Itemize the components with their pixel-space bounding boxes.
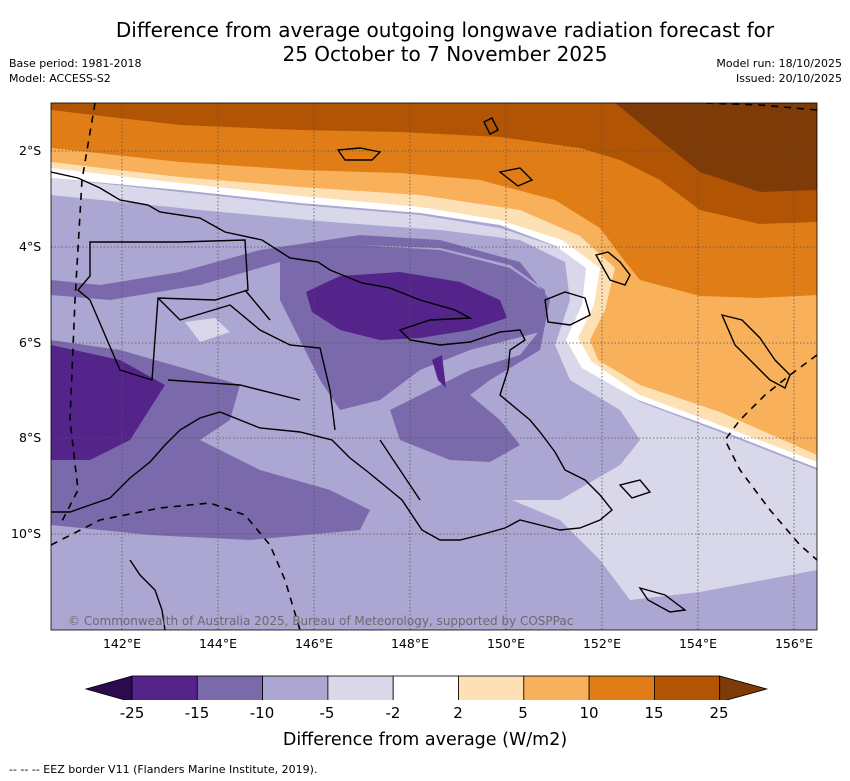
colorbar-tick: 5 <box>518 704 528 722</box>
coastlines <box>51 117 791 630</box>
colorbar-segment <box>131 675 198 700</box>
bougainville-coast <box>720 313 791 389</box>
colorbar-segment <box>392 675 459 700</box>
colorbar-segment <box>523 675 590 700</box>
band-neg15-neg25-b <box>51 345 165 460</box>
eez-borders <box>51 103 817 630</box>
colorbar-tick: -2 <box>385 704 401 722</box>
colorbar-tick: -25 <box>119 704 145 722</box>
band-above-25 <box>615 103 817 192</box>
colorbar-segment <box>588 675 655 700</box>
gridlines <box>51 103 817 630</box>
band-neg10-neg15-a <box>51 235 550 462</box>
lat-label-8s: 8°S <box>19 430 42 445</box>
new-ireland-coast <box>594 251 631 286</box>
new-britain-coast <box>544 291 591 326</box>
lon-label-150e: 150°E <box>486 636 525 651</box>
band-neg15-neg25-c <box>432 355 446 388</box>
colorbar-tick: 15 <box>644 704 664 722</box>
manus-coast <box>336 147 382 161</box>
province-borders-south <box>167 379 421 501</box>
lon-label-154e: 154°E <box>678 636 717 651</box>
map-title: Difference from average outgoing longwav… <box>60 18 830 66</box>
copyright-notice: © Commonwealth of Australia 2025, Bureau… <box>68 614 574 628</box>
province-borders-central <box>157 289 336 431</box>
eez-border-east <box>724 354 817 561</box>
band-neg2-neg5-patch <box>185 318 230 342</box>
issued-date: Issued: 20/10/2025 <box>735 72 842 85</box>
eez-border-west <box>59 103 96 526</box>
lon-label-146e: 146°E <box>294 636 333 651</box>
colorbar-tick: -10 <box>249 704 275 722</box>
colorbar-segment <box>654 675 721 700</box>
map-frame <box>50 102 818 631</box>
eez-border-north <box>704 103 817 111</box>
colorbar-segment <box>327 675 394 700</box>
lat-label-2s: 2°S <box>19 143 42 158</box>
colorbar-extend-high <box>719 675 769 700</box>
anomaly-map <box>50 102 818 700</box>
lat-label-4s: 4°S <box>19 239 42 254</box>
title-line-2: 25 October to 7 November 2025 <box>282 42 608 66</box>
island-coast-2 <box>498 167 534 187</box>
lon-label-148e: 148°E <box>390 636 429 651</box>
island-coast-1 <box>483 117 499 135</box>
colorbar-segment <box>262 675 329 700</box>
colorbar-label: Difference from average (W/m2) <box>282 730 568 750</box>
colorbar <box>84 675 769 700</box>
colorbar-tick: 25 <box>709 704 729 722</box>
lon-label-152e: 152°E <box>582 636 621 651</box>
colorbar-segment <box>458 675 525 700</box>
lon-label-144e: 144°E <box>198 636 237 651</box>
lat-label-6s: 6°S <box>19 335 42 350</box>
colorbar-tick: 10 <box>579 704 599 722</box>
model-name: Model: ACCESS-S2 <box>9 72 111 85</box>
band-15-25 <box>51 103 817 224</box>
base-period: Base period: 1981-2018 <box>9 57 142 70</box>
meta-left: Base period: 1981-2018 Model: ACCESS-S2 <box>9 56 141 86</box>
lon-label-142e: 142°E <box>102 636 141 651</box>
eez-footnote: -- -- -- EEZ border V11 (Flanders Marine… <box>9 763 318 776</box>
anomaly-fill <box>51 103 817 630</box>
lat-label-10s: 10°S <box>11 526 42 541</box>
colorbar-extend-low <box>84 675 133 700</box>
province-borders-west <box>77 239 249 381</box>
colorbar-tick: 2 <box>453 704 463 722</box>
meta-right: Model run: 18/10/2025 Issued: 20/10/2025 <box>716 56 842 86</box>
lon-label-156e: 156°E <box>774 636 813 651</box>
colorbar-tick: -5 <box>319 704 335 722</box>
title-line-1: Difference from average outgoing longwav… <box>115 18 775 42</box>
colorbar-tick: -15 <box>184 704 210 722</box>
model-run: Model run: 18/10/2025 <box>716 57 842 70</box>
colorbar-segment <box>196 675 264 700</box>
band-neg15-neg25-a <box>306 272 507 340</box>
eez-border-south <box>51 502 301 630</box>
island-coast-3 <box>618 479 652 499</box>
png-coastline <box>51 171 613 541</box>
island-coast-4 <box>638 586 687 613</box>
cape-york-coast <box>129 559 166 630</box>
